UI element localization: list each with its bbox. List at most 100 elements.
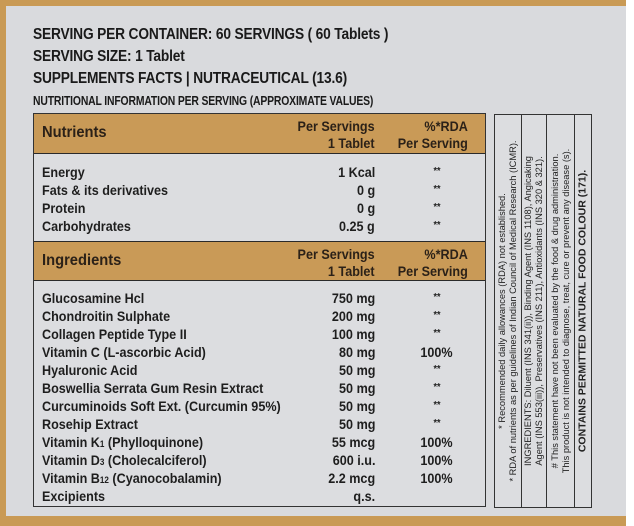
name-suffix: (Cyanocobalamin) (108, 470, 222, 486)
colour-note-text: CONTAINS PERMITTED NATURAL FOOD COLOUR (… (577, 116, 589, 506)
rda-label: %*RDA (424, 118, 468, 134)
per-serving-column-header: Per Servings 1 Tablet (298, 118, 375, 152)
nutrients-title: Nutrients (42, 124, 107, 141)
name-suffix: (Cholecalciferol) (104, 452, 207, 468)
disclaimer-column: # This statement have not been evaluated… (547, 115, 575, 507)
row-value: 2.2 mcg (328, 470, 375, 486)
table-row: Excipients q.s. (34, 488, 485, 506)
row-name: Vitamin D3 (Cholecalciferol) (42, 452, 207, 468)
ingredients-header: Ingredients Per Servings 1 Tablet %*RDA … (34, 241, 485, 281)
ingredients-rows: Glucosamine Hcl 750 mg ** Chondroitin Su… (34, 290, 485, 506)
disclaimer-text: # This statement have not been evaluated… (550, 116, 572, 506)
row-value: 0 g (356, 182, 375, 198)
row-name: Protein (42, 200, 86, 216)
table-row: Vitamin B12 (Cyanocobalamin) 2.2 mcg 100… (34, 470, 485, 488)
table-row: Protein 0 g ** (34, 200, 485, 218)
row-value: 0 g (356, 200, 375, 216)
ingredients-note-text: INGREDIENTS: Diluent (INS 341(ii)), Bind… (523, 116, 545, 506)
row-rda: ** (433, 418, 441, 429)
ingredients-note-line-2: Agent (INS 553(iii)), Preservatives (INS… (534, 156, 544, 466)
row-name: Vitamin B12 (Cyanocobalamin) (42, 470, 222, 486)
row-name: Hyaluronic Acid (42, 362, 138, 378)
row-value: 50 mg (338, 398, 375, 414)
row-name: Excipients (42, 488, 106, 504)
row-rda: 100% (420, 344, 453, 360)
row-value: 600 i.u. (332, 452, 375, 468)
row-name: Chondroitin Sulphate (42, 308, 171, 324)
row-rda: ** (433, 220, 441, 231)
ingredients-title: Ingredients (42, 252, 122, 269)
row-name: Carbohydrates (42, 218, 131, 234)
per-serving-column-header: Per Servings 1 Tablet (298, 246, 375, 280)
nutrients-rows: Energy 1 Kcal ** Fats & its derivatives … (34, 164, 485, 236)
table-row: Collagen Peptide Type II 100 mg ** (34, 326, 485, 344)
name-prefix: Vitamin K (42, 434, 100, 450)
row-value: 1 Kcal (337, 164, 375, 180)
row-rda: ** (433, 328, 441, 339)
row-name: Glucosamine Hcl (42, 290, 145, 306)
rda-column-header: %*RDA Per Serving (398, 246, 468, 280)
table-row: Energy 1 Kcal ** (34, 164, 485, 182)
row-value: 50 mg (338, 416, 375, 432)
table-row: Rosehip Extract 50 mg ** (34, 416, 485, 434)
row-rda: ** (433, 184, 441, 195)
rda-note-line-2: * RDA of nutrients as per guidelines of … (508, 140, 518, 482)
row-rda: ** (433, 310, 441, 321)
row-rda: ** (433, 382, 441, 393)
rda-note-line-1: * Recommended daily allowances (RDA) not… (497, 193, 507, 429)
table-row: Vitamin D3 (Cholecalciferol) 600 i.u. 10… (34, 452, 485, 470)
vertical-notes-box: * Recommended daily allowances (RDA) not… (494, 114, 592, 508)
table-row: Boswellia Serrata Gum Resin Extract 50 m… (34, 380, 485, 398)
row-name: Rosehip Extract (42, 416, 138, 432)
row-value: 0.25 g (339, 218, 375, 234)
disclaimer-line-2: This product is not intended to diagnose… (560, 148, 571, 474)
row-rda: ** (433, 364, 441, 375)
row-rda: 100% (420, 452, 453, 468)
supplements-facts-title: SUPPLEMENTS FACTS | NUTRACEUTICAL (13.6) (33, 70, 347, 87)
rda-column-header: %*RDA Per Serving (398, 118, 468, 152)
per-serving-rda-label: Per Serving (397, 263, 468, 279)
row-value: q.s. (353, 488, 375, 504)
name-subscript: 1 (99, 439, 105, 449)
row-value: 750 mg (331, 290, 375, 306)
row-rda: ** (433, 292, 441, 303)
row-name: Vitamin C (L-ascorbic Acid) (42, 344, 206, 360)
row-name: Energy (42, 164, 85, 180)
disclaimer-line-1: # This statement have not been evaluated… (549, 153, 560, 469)
table-row: Fats & its derivatives 0 g ** (34, 182, 485, 200)
row-rda: ** (433, 400, 441, 411)
serving-per-container: SERVING PER CONTAINER: 60 SERVINGS ( 60 … (33, 26, 389, 43)
name-prefix: Vitamin D (42, 452, 100, 468)
table-row: Curcuminoids Soft Ext. (Curcumin 95%) 50… (34, 398, 485, 416)
serving-size: SERVING SIZE: 1 Tablet (33, 48, 185, 65)
row-rda: 100% (420, 470, 453, 486)
tablet-label: 1 Tablet (328, 135, 375, 151)
table-row: Carbohydrates 0.25 g ** (34, 218, 485, 236)
row-rda: ** (433, 202, 441, 213)
row-name: Vitamin K1 (Phylloquinone) (42, 434, 203, 450)
table-row: Vitamin K1 (Phylloquinone) 55 mcg 100% (34, 434, 485, 452)
per-serving-label: Per Servings (297, 118, 375, 134)
row-value: 50 mg (338, 380, 375, 396)
nutrients-header: Nutrients Per Servings 1 Tablet %*RDA Pe… (34, 114, 485, 154)
row-name: Collagen Peptide Type II (42, 326, 187, 342)
row-value: 55 mcg (331, 434, 375, 450)
name-prefix: Vitamin B (42, 470, 100, 486)
table-row: Chondroitin Sulphate 200 mg ** (34, 308, 485, 326)
row-value: 80 mg (338, 344, 375, 360)
table-row: Hyaluronic Acid 50 mg ** (34, 362, 485, 380)
row-rda: 100% (420, 434, 453, 450)
nutrition-table: Nutrients Per Servings 1 Tablet %*RDA Pe… (33, 113, 486, 507)
nutritional-info-heading: NUTRITIONAL INFORMATION PER SERVING (APP… (33, 93, 374, 108)
per-serving-label: Per Servings (297, 246, 375, 262)
row-value: 200 mg (331, 308, 375, 324)
tablet-label: 1 Tablet (328, 263, 375, 279)
per-serving-rda-label: Per Serving (397, 135, 468, 151)
rda-note-column: * Recommended daily allowances (RDA) not… (495, 115, 522, 507)
ingredients-note-column: INGREDIENTS: Diluent (INS 341(ii)), Bind… (522, 115, 547, 507)
row-rda: ** (433, 166, 441, 177)
ingredients-note-line-1: INGREDIENTS: Diluent (INS 341(ii)), Bind… (523, 156, 533, 466)
row-value: 50 mg (338, 362, 375, 378)
rda-label: %*RDA (424, 246, 468, 262)
row-name: Curcuminoids Soft Ext. (Curcumin 95%) (42, 398, 281, 414)
